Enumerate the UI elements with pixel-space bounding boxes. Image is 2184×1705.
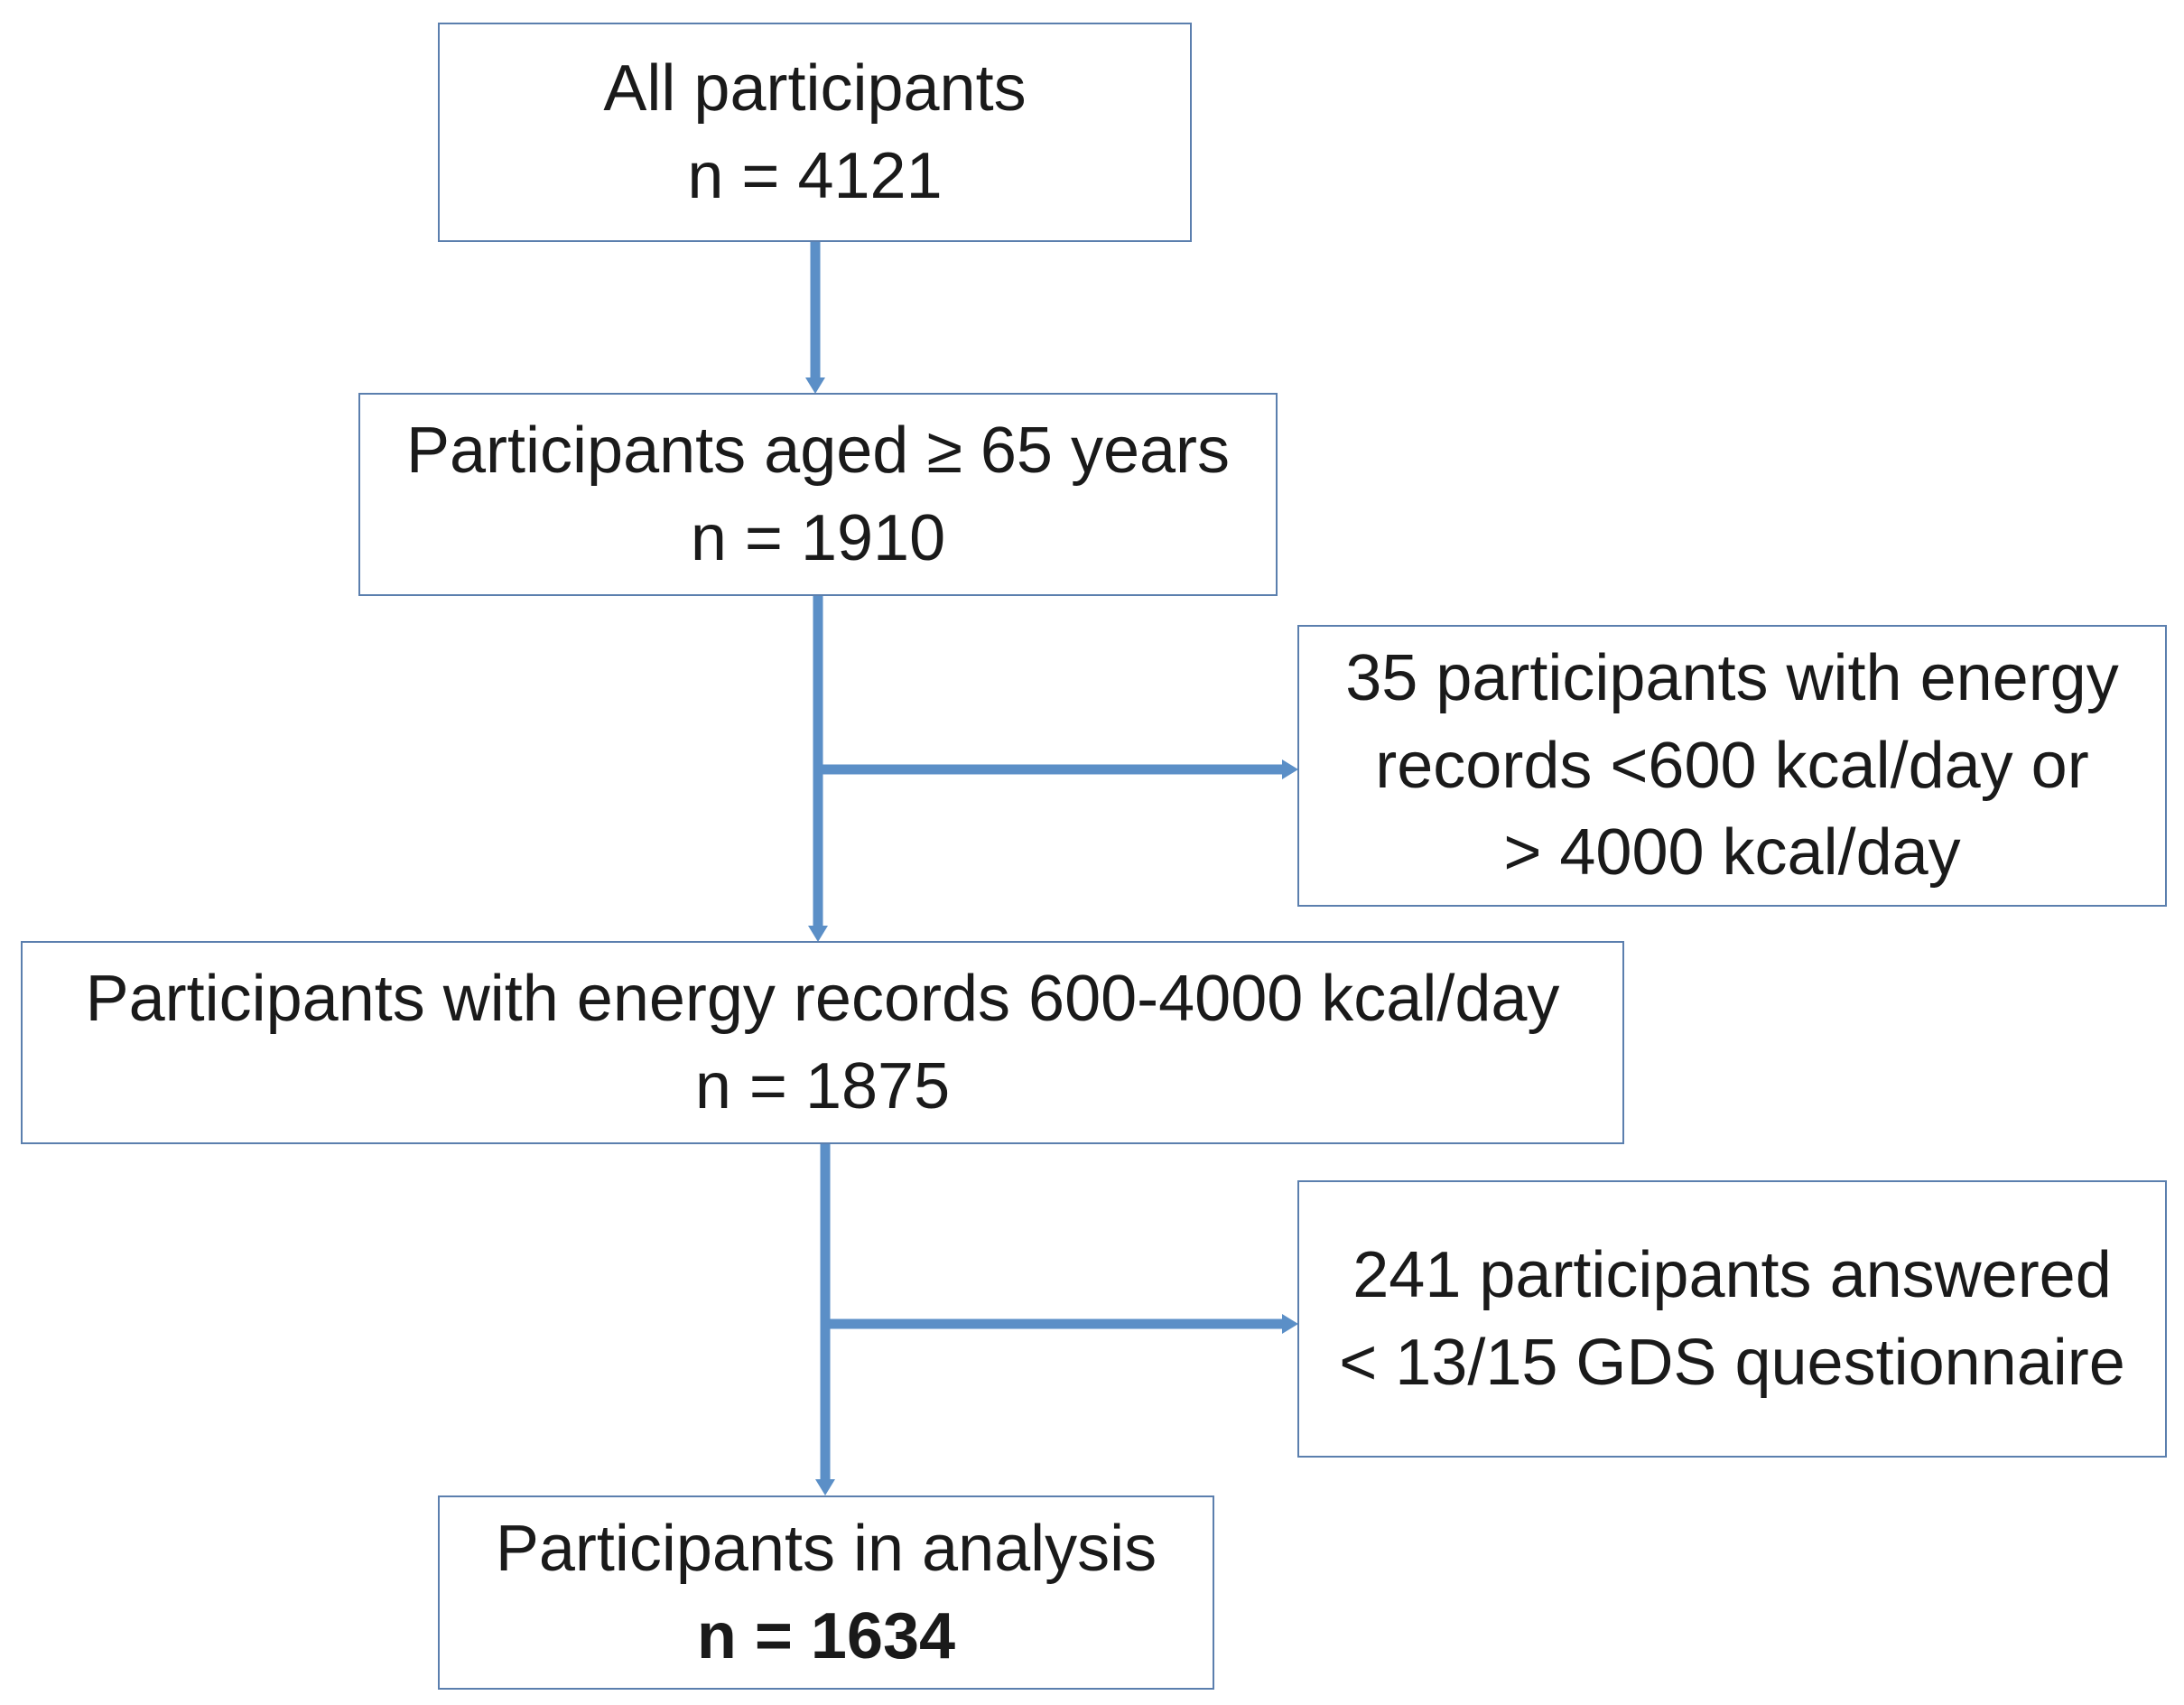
box-exclusion-energy-line1: 35 participants with energy [1345,642,2119,715]
arrowhead-exclusion2 [1282,1314,1298,1334]
box-all-participants: All participants n = 4121 [438,23,1192,242]
box-aged-65-count: n = 1910 [690,501,946,574]
arrowhead-analysis [815,1479,835,1495]
box-participants-in-analysis: Participants in analysis n = 1634 [438,1495,1214,1690]
arrowhead-aged [805,377,825,394]
box-exclusion-gds-line2: < 13/15 GDS questionnaire [1339,1326,2125,1399]
arrowhead-energy [808,926,828,942]
box-energy-records: Participants with energy records 600-400… [21,941,1624,1144]
arrowhead-exclusion1 [1282,759,1298,779]
box-energy-records-count: n = 1875 [694,1049,951,1123]
box-all-participants-count: n = 4121 [687,139,943,212]
box-energy-records-title: Participants with energy records 600-400… [85,963,1560,1036]
box-exclusion-energy-line3: > 4000 kcal/day [1503,816,1961,890]
box-analysis-count: n = 1634 [696,1599,956,1672]
box-aged-65-title: Participants aged ≥ 65 years [405,415,1231,488]
box-exclusion-gds-line1: 241 participants answered [1352,1239,2112,1312]
box-analysis-title: Participants in analysis [495,1513,1157,1586]
box-exclusion-gds: 241 participants answered < 13/15 GDS qu… [1297,1180,2167,1458]
box-exclusion-energy: 35 participants with energy records <600… [1297,625,2167,907]
box-exclusion-energy-line2: records <600 kcal/day or [1375,729,2089,802]
box-all-participants-title: All participants [603,52,1027,126]
box-aged-65: Participants aged ≥ 65 years n = 1910 [358,393,1278,596]
